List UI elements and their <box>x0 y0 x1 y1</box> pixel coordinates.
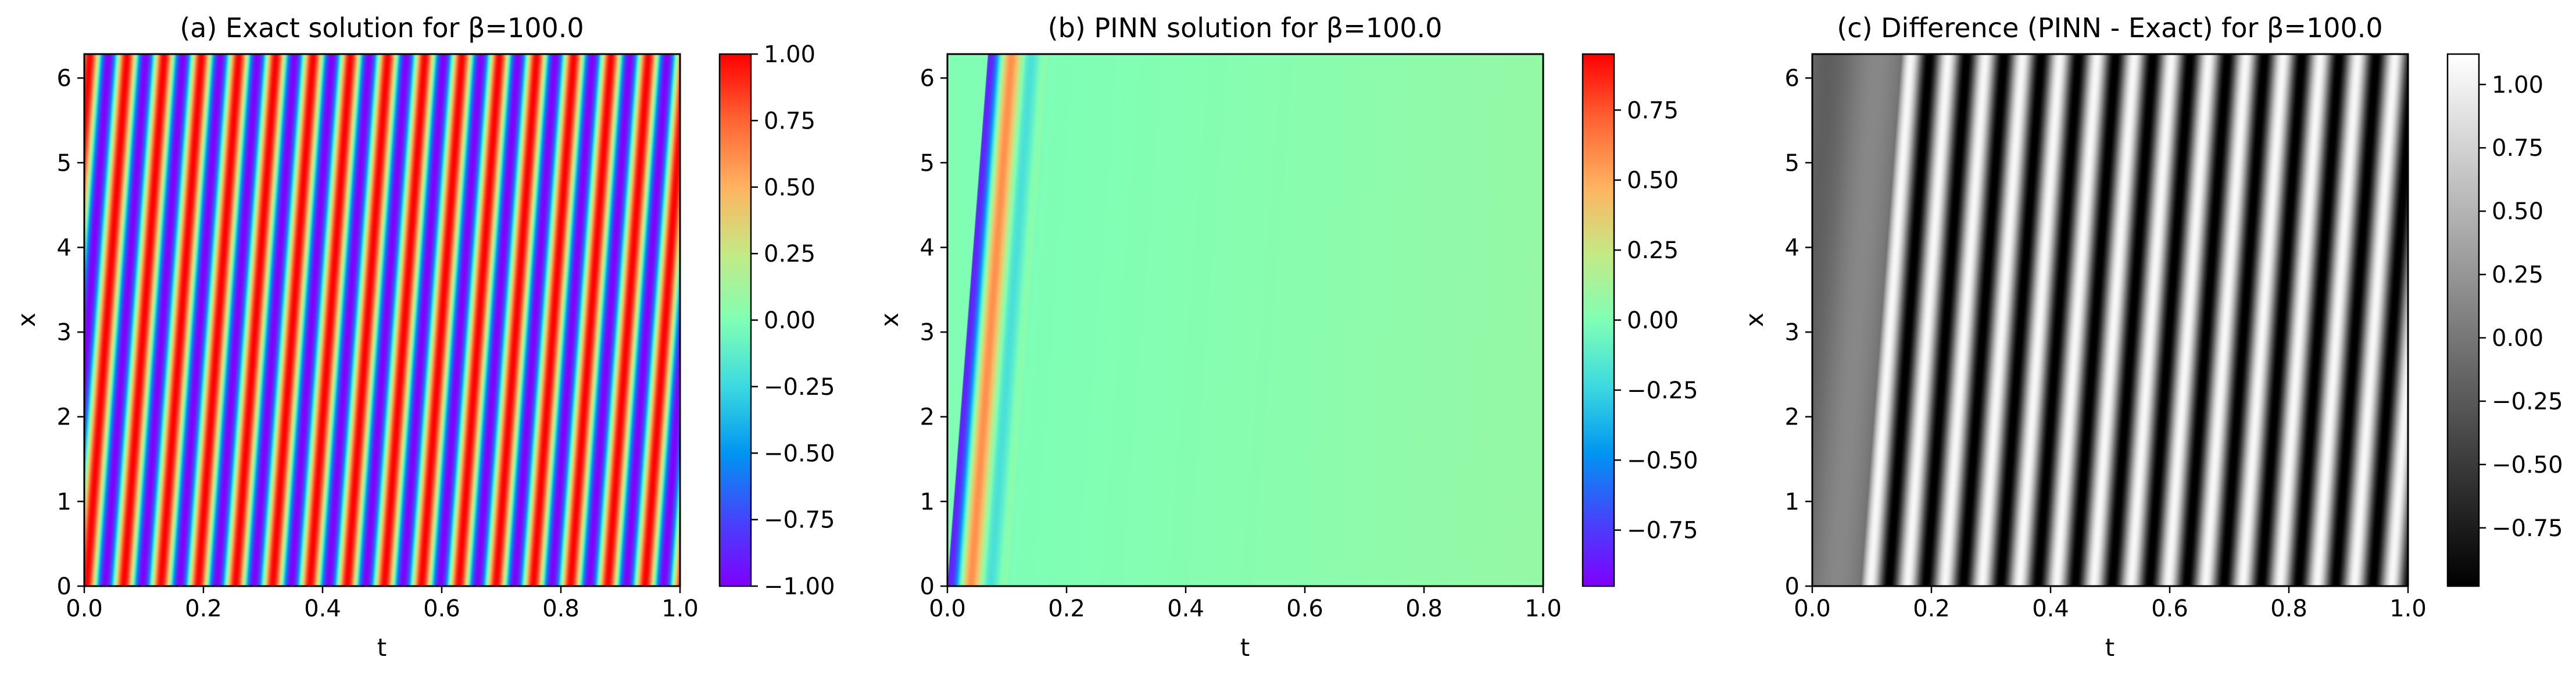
panel-a-colorbar <box>718 53 752 587</box>
exact-solution-field <box>84 54 680 586</box>
colorbar-tick-label: −0.75 <box>2492 515 2563 542</box>
y-tick-label: 3 <box>57 319 71 346</box>
panel-a-title: (a) Exact solution for β=100.0 <box>180 12 584 44</box>
y-tick-label: 5 <box>57 150 71 177</box>
x-tick-label: 0.4 <box>2032 595 2069 622</box>
y-tick-label: 6 <box>1785 65 1799 92</box>
colorbar-tick-label: 1.00 <box>2492 72 2543 98</box>
y-tick-label: 6 <box>57 65 71 92</box>
x-tick-label: 0.4 <box>304 595 341 622</box>
panel-a: (a) Exact solution for β=100.0 0.0 0.2 0.4… <box>12 12 835 662</box>
y-tick-label: 2 <box>1785 404 1799 431</box>
panel-a-frame <box>83 53 681 587</box>
colorbar-tick-label: −1.00 <box>764 573 835 600</box>
panel-a-xlabel: t <box>377 633 387 662</box>
colorbar-tick-label: −0.50 <box>764 440 835 467</box>
y-tick-label: 0 <box>57 573 71 600</box>
x-tick-label: 0.6 <box>2151 595 2188 622</box>
colorbar-tick-label: 0.75 <box>764 108 815 134</box>
x-tick-label: 1.0 <box>661 595 699 622</box>
panel-b-ylabel: x <box>875 313 904 327</box>
x-tick-label: 1.0 <box>2389 595 2427 622</box>
panel-c-colorbar-ticks: 1.00 0.75 0.50 0.25 0.00 −0.25 −0.50 −0.75 <box>2479 72 2563 542</box>
panel-a-ylabel: x <box>12 313 41 327</box>
panel-b-title: (b) PINN solution for β=100.0 <box>1048 12 1443 44</box>
x-tick-label: 0.0 <box>66 595 103 622</box>
x-tick-label: 0.2 <box>1913 595 1950 622</box>
panel-b-colorbar <box>1582 53 1615 587</box>
x-tick-label: 0.6 <box>423 595 460 622</box>
panel-b-colorbar-ticks: 0.75 0.50 0.25 0.00 −0.25 −0.50 −0.75 <box>1614 97 1698 544</box>
panel-c-heatmap <box>1812 54 2408 586</box>
panel-c-colorbar <box>2446 53 2480 587</box>
panel-b-axes: 0.0 0.2 0.4 0.6 0.8 1.0 0 1 2 3 4 5 6 <box>920 65 1562 622</box>
colorbar-tick-label: 0.25 <box>2492 262 2543 288</box>
colorbar-tick-label: −0.75 <box>764 507 835 534</box>
panel-c-axes: 0.0 0.2 0.4 0.6 0.8 1.0 0 1 2 3 4 5 6 <box>1785 65 2427 622</box>
colorbar-tick-label: 0.50 <box>1627 167 1679 194</box>
panel-a-heatmap <box>84 54 680 586</box>
y-tick-label: 2 <box>920 404 935 431</box>
y-tick-label: 1 <box>920 488 935 515</box>
colorbar-tick-label: −0.25 <box>2492 388 2563 415</box>
colorbar-tick-label: −0.50 <box>2492 452 2563 479</box>
y-tick-label: 1 <box>1785 488 1799 515</box>
colorbar-tick-label: 0.25 <box>764 241 815 267</box>
x-tick-label: 0.4 <box>1167 595 1204 622</box>
colorbar-tick-label: −0.25 <box>1627 377 1698 404</box>
colorbar-tick-label: 0.00 <box>2492 325 2543 352</box>
y-tick-label: 0 <box>1785 573 1799 600</box>
panel-c-frame <box>1811 53 2409 587</box>
y-tick-label: 1 <box>57 488 71 515</box>
panel-c-title: (c) Difference (PINN - Exact) for β=100.… <box>1837 12 2382 44</box>
y-tick-label: 5 <box>1785 150 1799 177</box>
colorbar-tick-label: 0.00 <box>764 308 815 334</box>
x-tick-label: 1.0 <box>1525 595 1562 622</box>
colorbar-tick-label: 0.75 <box>2492 135 2543 162</box>
pinn-solution-field <box>947 54 1543 586</box>
x-tick-label: 0.0 <box>929 595 966 622</box>
panel-c-ylabel: x <box>1740 313 1769 327</box>
colorbar-tick-label: 0.50 <box>764 174 815 201</box>
difference-field <box>1812 54 2408 586</box>
y-tick-label: 4 <box>57 234 71 261</box>
panel-b-frame <box>946 53 1544 587</box>
x-tick-label: 0.8 <box>1405 595 1443 622</box>
colorbar-tick-label: −0.25 <box>764 374 835 401</box>
y-tick-label: 3 <box>920 319 935 346</box>
y-tick-label: 2 <box>57 404 71 431</box>
colorbar-tick-label: 0.50 <box>2492 198 2543 225</box>
x-tick-label: 0.8 <box>2270 595 2307 622</box>
y-tick-label: 5 <box>920 150 935 177</box>
panel-b: (b) PINN solution for β=100.0 0.0 0.2 0.4 0… <box>875 12 1698 662</box>
x-tick-label: 0.0 <box>1794 595 1831 622</box>
y-tick-label: 0 <box>920 573 935 600</box>
panel-b-xlabel: t <box>1240 633 1250 662</box>
panel-b-heatmap <box>947 54 1543 586</box>
colorbar-tick-label: −0.50 <box>1627 447 1698 474</box>
y-tick-label: 4 <box>920 234 935 261</box>
y-tick-label: 3 <box>1785 319 1799 346</box>
colorbar-tick-label: 1.00 <box>764 41 815 68</box>
y-tick-label: 6 <box>920 65 935 92</box>
x-tick-label: 0.2 <box>185 595 222 622</box>
colorbar-tick-label: −0.75 <box>1627 518 1698 544</box>
colorbar-tick-label: 0.00 <box>1627 308 1679 334</box>
colorbar-tick-label: 0.75 <box>1627 97 1679 124</box>
y-tick-label: 4 <box>1785 234 1799 261</box>
panel-c: (c) Difference (PINN - Exact) for β=100.… <box>1740 12 2563 662</box>
x-tick-label: 0.2 <box>1048 595 1085 622</box>
colorbar-tick-label: 0.25 <box>1627 237 1679 264</box>
panel-a-colorbar-ticks: 1.00 0.75 0.50 0.25 0.00 −0.25 −0.50 −0.75 −1.00 <box>751 41 835 600</box>
panel-a-axes: 0.0 0.2 0.4 0.6 0.8 1.0 0 1 2 3 4 5 6 <box>57 65 699 622</box>
x-tick-label: 0.6 <box>1286 595 1323 622</box>
panel-c-xlabel: t <box>2105 633 2115 662</box>
x-tick-label: 0.8 <box>542 595 579 622</box>
